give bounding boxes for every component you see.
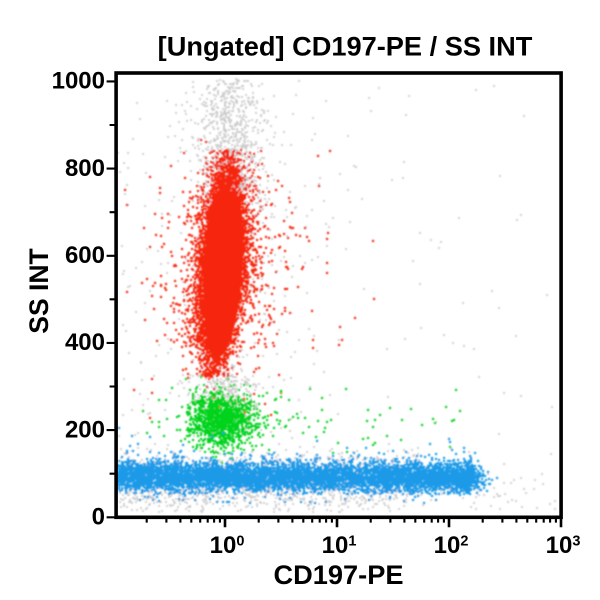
svg-text:103: 103 bbox=[546, 532, 581, 559]
svg-text:CD197-PE: CD197-PE bbox=[274, 559, 404, 590]
svg-text:600: 600 bbox=[65, 242, 105, 269]
svg-text:[Ungated] CD197-PE / SS INT: [Ungated] CD197-PE / SS INT bbox=[158, 31, 533, 62]
svg-text:100: 100 bbox=[210, 532, 245, 559]
svg-text:800: 800 bbox=[65, 155, 105, 182]
svg-text:200: 200 bbox=[65, 416, 105, 443]
svg-text:SS INT: SS INT bbox=[24, 248, 54, 333]
svg-text:0: 0 bbox=[92, 504, 105, 531]
svg-text:400: 400 bbox=[65, 329, 105, 356]
svg-text:1000: 1000 bbox=[52, 68, 105, 95]
